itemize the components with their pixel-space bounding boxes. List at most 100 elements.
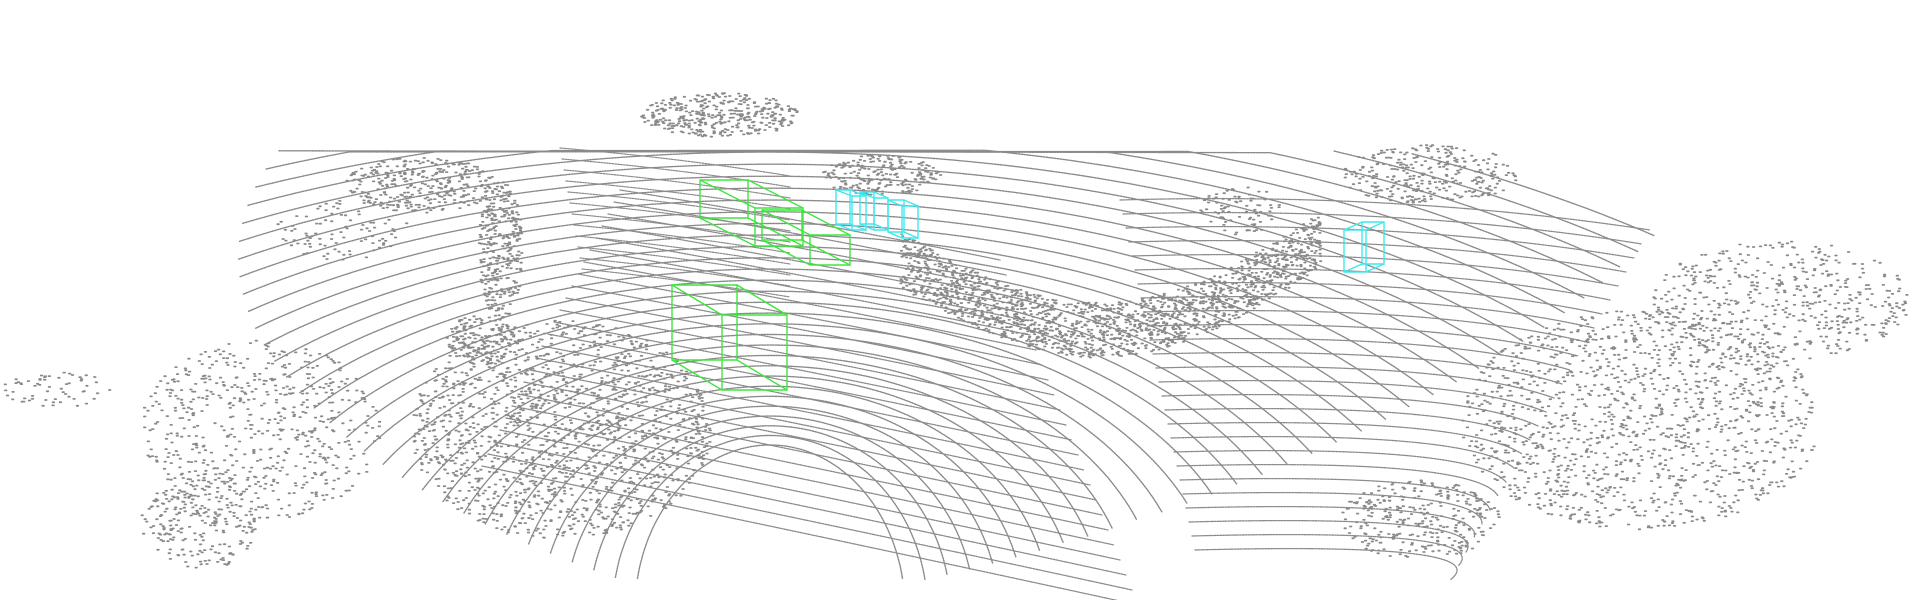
road-scan-line	[589, 249, 1031, 336]
road-scan-line	[1191, 533, 1463, 567]
field-left-cluster	[412, 319, 712, 539]
car-box	[671, 284, 788, 391]
pole-cluster	[477, 181, 524, 319]
road-scan-line	[1122, 211, 1643, 245]
road-scan-line	[1185, 505, 1476, 539]
building-right-cluster	[1343, 144, 1518, 204]
road-scan-line	[535, 357, 1085, 471]
ground-ring	[247, 211, 1434, 396]
road-scan-line	[1128, 239, 1627, 273]
ground-ring	[484, 375, 1065, 544]
ground-ring	[593, 425, 948, 575]
road-scan-line	[1137, 281, 1603, 315]
sparse-upper-left	[276, 200, 409, 261]
road-scan-line	[559, 309, 1061, 411]
ground-ring	[313, 279, 1288, 465]
ground-ring	[238, 175, 1502, 356]
pedestrian-box	[887, 199, 919, 239]
road-scan-line	[499, 429, 1121, 561]
pedestrian-box	[835, 189, 867, 231]
car-box	[699, 179, 804, 247]
road-scan-line	[493, 441, 1127, 576]
road-scan-line	[613, 201, 1007, 276]
ground-ring	[401, 333, 1163, 513]
ground-ring	[239, 187, 1480, 370]
road-scan-line	[577, 273, 1043, 366]
ground-ring	[571, 415, 971, 570]
ground-ring	[263, 234, 1387, 420]
road-scan-line	[529, 369, 1091, 486]
road-scan-line	[1161, 393, 1539, 427]
road-scan-line	[1182, 491, 1483, 525]
road-scan-line	[487, 453, 1133, 591]
road-scan-line	[511, 405, 1109, 531]
bottom-left-cluster	[140, 470, 262, 569]
road-scan-line	[517, 393, 1103, 516]
sparse-left-points	[3, 371, 112, 407]
point-cloud	[3, 92, 1909, 600]
road-scan-line	[1125, 225, 1635, 259]
road-scan-line	[481, 465, 1119, 600]
ground-ring	[421, 344, 1138, 521]
pedestrian-box	[1343, 221, 1385, 273]
ground-ring	[274, 245, 1362, 432]
far-scan-line	[577, 246, 791, 276]
road-scan-line	[1149, 337, 1571, 371]
far-scan-line	[567, 191, 791, 221]
road-scan-line	[1164, 407, 1531, 441]
far-scan-line	[565, 180, 791, 210]
far-scan-line	[569, 202, 791, 232]
road-scan-line	[565, 297, 1055, 396]
building-left-cluster	[345, 157, 497, 214]
road-scan-line	[583, 261, 1037, 351]
road-scan-line	[1155, 365, 1555, 399]
road-scan-line	[1194, 547, 1458, 581]
ground-ring	[242, 151, 1545, 328]
ground-ring	[382, 323, 1188, 504]
ground-ring	[242, 199, 1457, 383]
bottom-right-cluster	[1341, 479, 1501, 558]
ground-ring	[255, 150, 1585, 299]
ground-ring	[363, 312, 1213, 495]
far-right-cluster	[1652, 240, 1909, 360]
far-scan-line	[561, 158, 791, 188]
far-scan-line	[573, 224, 791, 254]
ground-ring	[299, 268, 1313, 454]
road-scan-line	[547, 333, 1073, 441]
car-box	[761, 209, 851, 266]
sparse-center-right	[1199, 186, 1281, 236]
road-scan-line	[1173, 449, 1507, 483]
road-scan-line	[1131, 253, 1619, 287]
road-scan-line	[1119, 197, 1651, 231]
road-scan-line	[1176, 463, 1499, 497]
far-scan-line	[581, 268, 791, 298]
road-scan-line	[571, 285, 1049, 381]
field-right-cluster	[1461, 310, 1816, 531]
road-scan-line	[619, 189, 1001, 261]
road-scan-line	[1179, 477, 1491, 511]
detection-boxes	[671, 179, 1385, 391]
far-scan-line	[559, 147, 791, 177]
far-scan-line	[571, 213, 791, 243]
far-scan-line	[575, 235, 791, 265]
ground-ring	[442, 354, 1113, 529]
road-scan-line	[607, 213, 1013, 291]
far-left-cluster	[142, 339, 382, 519]
ground-ring	[614, 434, 926, 581]
ground-ring	[255, 222, 1411, 408]
road-scan-line	[1152, 351, 1563, 385]
ground-ring	[247, 149, 1565, 314]
road-scan-line	[505, 417, 1115, 546]
road-scan-line	[541, 345, 1079, 456]
road-scan-line	[1134, 267, 1611, 301]
ground-ring	[528, 395, 1017, 558]
road-scan-line	[523, 381, 1097, 501]
vegetation-band	[899, 216, 1323, 359]
road-scan-line	[1143, 309, 1587, 343]
far-scan-line	[579, 257, 791, 287]
road-scan-line	[1146, 323, 1579, 357]
building-top-cluster	[640, 92, 799, 138]
far-scan-line	[563, 169, 791, 199]
